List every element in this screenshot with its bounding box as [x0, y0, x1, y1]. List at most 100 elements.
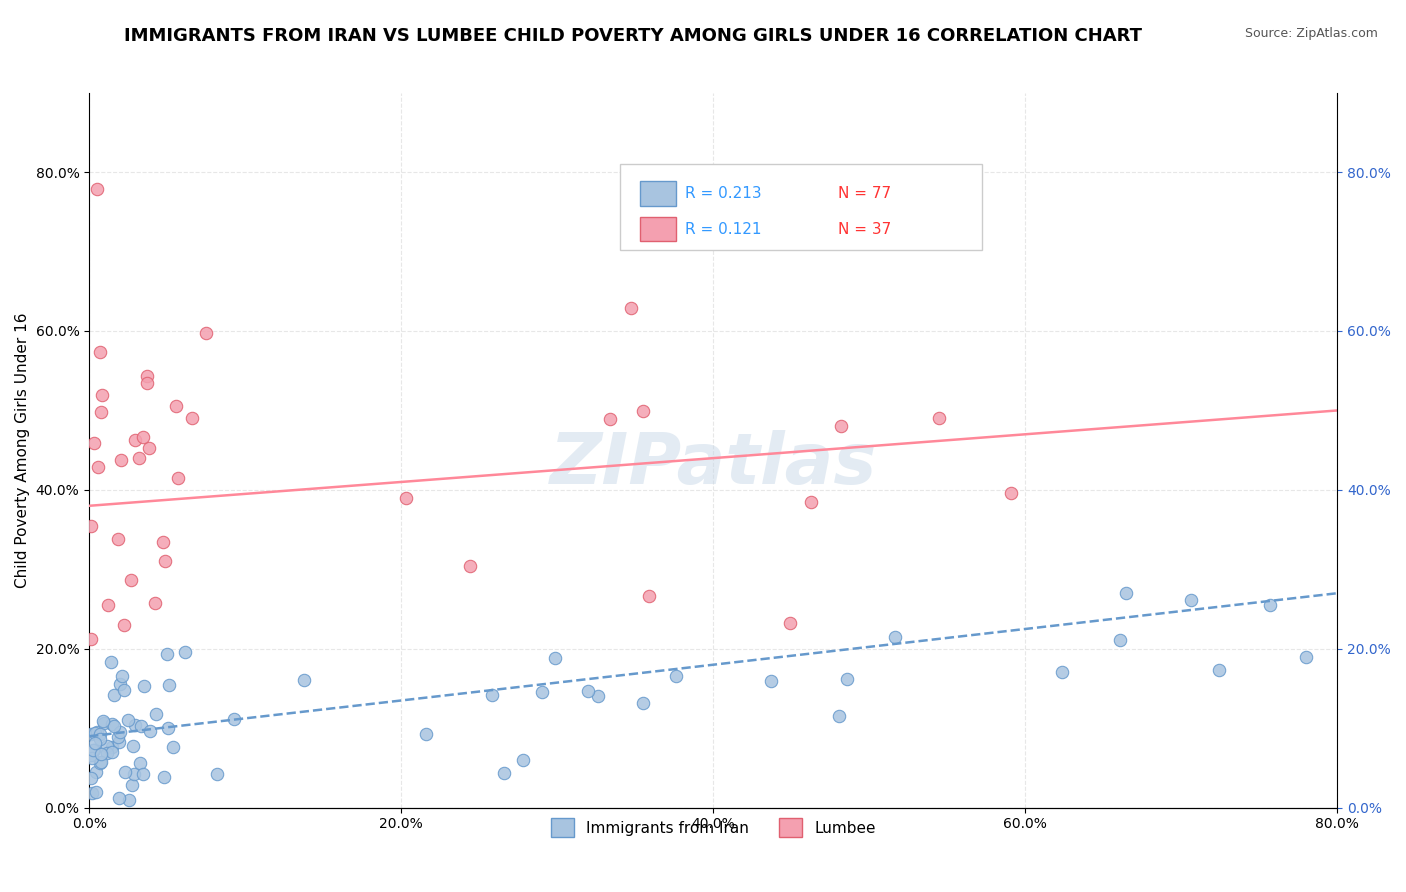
- Point: [637, 589, 659, 603]
- Point: [83, 736, 105, 750]
- Text: IMMIGRANTS FROM IRAN VS LUMBEE CHILD POVERTY AMONG GIRLS UNDER 16 CORRELATION CH: IMMIGRANTS FROM IRAN VS LUMBEE CHILD POV…: [124, 27, 1142, 45]
- Point: [194, 326, 217, 341]
- Point: [224, 712, 246, 726]
- Point: [481, 688, 503, 702]
- Point: [157, 678, 180, 692]
- Point: [118, 793, 141, 807]
- Point: [80, 726, 103, 740]
- Point: [207, 767, 229, 781]
- Point: [928, 411, 950, 425]
- Point: [153, 554, 176, 568]
- Point: [117, 713, 139, 727]
- Point: [157, 721, 180, 735]
- Point: [103, 688, 125, 702]
- Point: [180, 410, 202, 425]
- Point: [173, 645, 195, 659]
- Point: [827, 709, 849, 723]
- Point: [620, 301, 643, 315]
- Text: Source: ZipAtlas.com: Source: ZipAtlas.com: [1244, 27, 1378, 40]
- Point: [97, 599, 120, 613]
- Point: [86, 459, 108, 474]
- Point: [830, 419, 852, 434]
- Point: [83, 742, 105, 756]
- FancyBboxPatch shape: [640, 217, 676, 242]
- Point: [1050, 665, 1073, 680]
- Point: [100, 740, 122, 755]
- Point: [84, 764, 107, 779]
- FancyBboxPatch shape: [620, 164, 981, 250]
- Point: [107, 730, 129, 744]
- Point: [586, 689, 609, 703]
- Point: [128, 451, 150, 466]
- Point: [139, 724, 162, 739]
- Point: [1115, 586, 1137, 600]
- Point: [111, 669, 134, 683]
- Point: [96, 746, 118, 760]
- Point: [89, 727, 111, 741]
- Point: [107, 734, 129, 748]
- Point: [1180, 593, 1202, 607]
- Point: [153, 770, 176, 784]
- Point: [779, 616, 801, 631]
- Point: [1258, 598, 1281, 612]
- Point: [152, 534, 174, 549]
- Point: [80, 787, 103, 801]
- Point: [800, 495, 823, 509]
- Point: [156, 647, 179, 661]
- Point: [80, 632, 103, 646]
- Point: [90, 388, 112, 402]
- Point: [80, 771, 103, 785]
- Point: [544, 651, 567, 665]
- Point: [512, 753, 534, 767]
- Text: R = 0.121: R = 0.121: [685, 222, 761, 236]
- Point: [83, 436, 105, 450]
- Point: [101, 745, 124, 759]
- Point: [124, 433, 146, 447]
- Point: [394, 491, 416, 505]
- Point: [80, 747, 103, 762]
- Point: [143, 596, 166, 610]
- Point: [90, 747, 112, 761]
- Point: [86, 725, 108, 739]
- Point: [665, 669, 688, 683]
- Point: [1000, 486, 1022, 500]
- Point: [576, 684, 599, 698]
- Point: [631, 697, 654, 711]
- Point: [114, 765, 136, 780]
- Point: [1208, 663, 1230, 677]
- Point: [103, 719, 125, 733]
- Text: N = 77: N = 77: [838, 186, 891, 201]
- Point: [1295, 650, 1317, 665]
- Point: [131, 767, 153, 781]
- Point: [96, 739, 118, 753]
- Point: [89, 756, 111, 770]
- Point: [129, 756, 152, 771]
- Point: [145, 706, 167, 721]
- Text: N = 37: N = 37: [838, 222, 891, 236]
- Point: [112, 618, 135, 632]
- Point: [120, 573, 142, 587]
- Text: R = 0.213: R = 0.213: [685, 186, 761, 201]
- Point: [100, 655, 122, 669]
- Point: [884, 630, 907, 644]
- Point: [458, 559, 481, 574]
- Point: [80, 519, 103, 533]
- FancyBboxPatch shape: [640, 181, 676, 205]
- Point: [84, 785, 107, 799]
- Text: ZIPatlas: ZIPatlas: [550, 430, 877, 499]
- Point: [90, 405, 112, 419]
- Point: [599, 412, 621, 426]
- Point: [132, 430, 155, 444]
- Point: [138, 441, 160, 455]
- Point: [165, 399, 187, 413]
- Point: [122, 739, 145, 754]
- Point: [110, 453, 132, 467]
- Point: [110, 677, 132, 691]
- Point: [136, 369, 159, 384]
- Point: [89, 345, 111, 359]
- Point: [108, 724, 131, 739]
- Point: [84, 725, 107, 739]
- Point: [134, 679, 156, 693]
- Point: [100, 717, 122, 731]
- Point: [162, 739, 184, 754]
